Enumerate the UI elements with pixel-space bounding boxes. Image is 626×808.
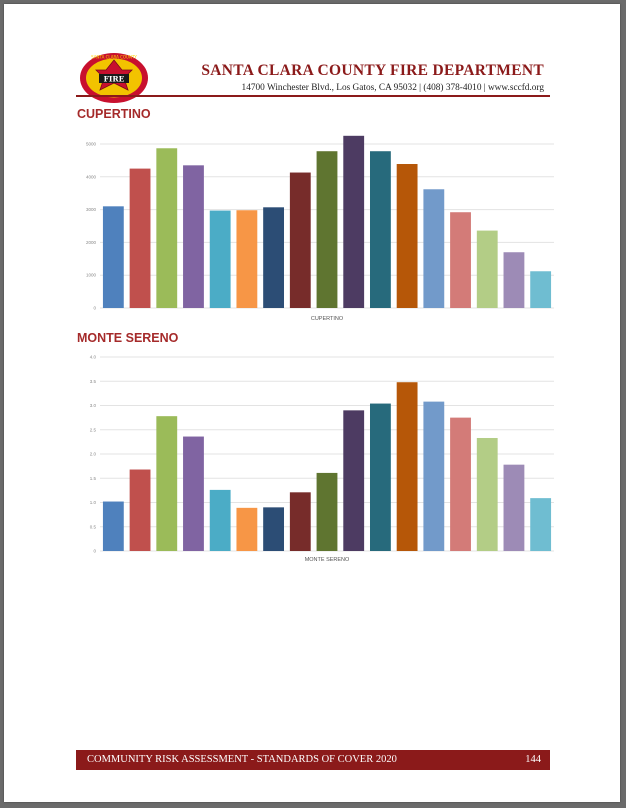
bar (102, 501, 124, 551)
y-tick-label: 0.5 (90, 524, 97, 529)
document-page: SANTA CLARA COUNTY FIRE SANTA CLARA COUN… (4, 4, 620, 802)
bar (476, 230, 498, 308)
bar (263, 507, 285, 551)
y-tick-label: 3.0 (90, 403, 97, 408)
y-tick-label: 2000 (86, 240, 97, 245)
bar (289, 492, 311, 551)
y-tick-label: 4.0 (90, 355, 97, 360)
bar (476, 437, 498, 551)
bar (102, 206, 124, 308)
bar (236, 507, 258, 551)
bar (503, 252, 525, 308)
logo-fire-text: FIRE (104, 75, 125, 84)
bar (503, 464, 525, 551)
bar (369, 403, 391, 551)
bar (530, 498, 552, 551)
x-axis-label: MONTE SERENO (305, 557, 350, 563)
y-tick-label: 5000 (86, 142, 97, 147)
bar (236, 210, 258, 308)
y-tick-label: 1.0 (90, 500, 97, 505)
bar (183, 436, 204, 551)
bar (129, 168, 151, 308)
header-divider (76, 95, 550, 97)
monte-sereno-bar-chart: 0 0.5 1.0 1.5 2.0 2.5 3.0 3.5 4.0 MONTE SERENO (90, 355, 554, 563)
bar (423, 189, 445, 308)
y-tick-label: 4000 (86, 174, 97, 179)
bar (369, 151, 391, 308)
bar (450, 417, 471, 551)
bar (316, 472, 338, 551)
page-number: 144 (525, 754, 541, 765)
y-tick-label: 1.5 (90, 476, 97, 481)
section-title-cupertino: CUPERTINO (77, 107, 151, 121)
y-tick-label: 2.5 (90, 427, 97, 432)
cupertino-bar-chart: 0 1000 2000 3000 4000 5000 CUPERTINO (86, 135, 554, 322)
monte-sereno-chart: 0 0.5 1.0 1.5 2.0 2.5 3.0 3.5 4.0 MONTE SERENO (76, 347, 558, 564)
footer-report-title: COMMUNITY RISK ASSESSMENT - STANDARDS OF… (87, 754, 397, 765)
section-title-monte-sereno: MONTE SERENO (77, 331, 179, 345)
bar (396, 164, 418, 308)
department-address: 14700 Winchester Blvd., Los Gatos, CA 95… (241, 83, 544, 93)
footer-bar: COMMUNITY RISK ASSESSMENT - STANDARDS OF… (76, 750, 550, 770)
bar (396, 382, 418, 551)
cupertino-chart: 0 1000 2000 3000 4000 5000 CUPERTINO (76, 134, 558, 324)
bar (343, 135, 365, 308)
bar (156, 416, 178, 551)
bar (530, 271, 552, 308)
x-axis-label: CUPERTINO (311, 316, 344, 322)
bar (209, 489, 231, 551)
department-title: SANTA CLARA COUNTY FIRE DEPARTMENT (201, 62, 544, 79)
y-tick-label: 3.5 (90, 379, 97, 384)
y-tick-label: 3000 (86, 207, 97, 212)
bar (316, 151, 338, 308)
logo-ring-text: SANTA CLARA COUNTY (91, 55, 137, 60)
bar (343, 410, 365, 551)
bar (263, 207, 285, 308)
bar (129, 469, 151, 551)
y-tick-label: 1000 (86, 273, 97, 278)
fire-department-logo: SANTA CLARA COUNTY FIRE (80, 53, 148, 103)
y-tick-label: 0 (93, 549, 96, 554)
bar (156, 148, 178, 308)
bar (183, 165, 204, 308)
bar (209, 210, 231, 308)
bar (423, 401, 445, 551)
bar (450, 212, 471, 308)
y-tick-label: 0 (93, 306, 96, 311)
y-tick-label: 2.0 (90, 452, 97, 457)
bar (289, 172, 311, 308)
